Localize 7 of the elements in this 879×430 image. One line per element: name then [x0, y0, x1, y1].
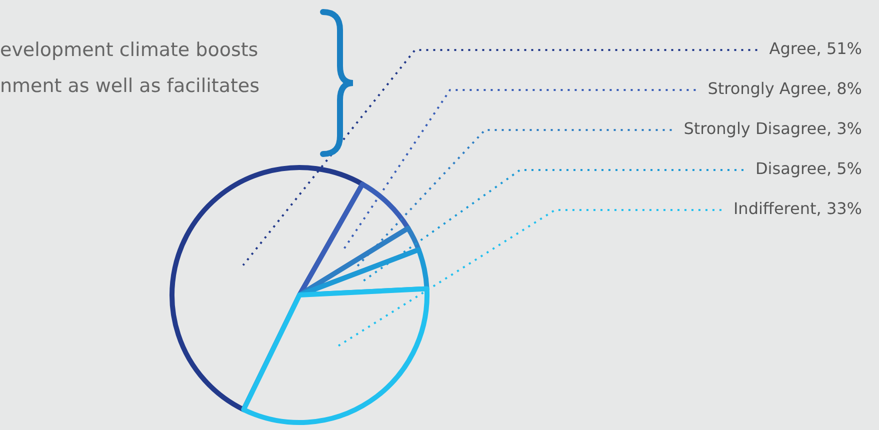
text: nment as well as facilitates [0, 74, 260, 99]
text: evelopment climate boosts [0, 38, 260, 63]
slice-label: Disagree, 5% [755, 159, 862, 178]
slice-label: Strongly Disagree, 3% [684, 119, 862, 138]
slice-label: Agree, 51% [769, 39, 862, 58]
slice-label: Indifferent, 33% [733, 199, 862, 218]
slice-label: Strongly Agree, 8% [708, 79, 862, 98]
